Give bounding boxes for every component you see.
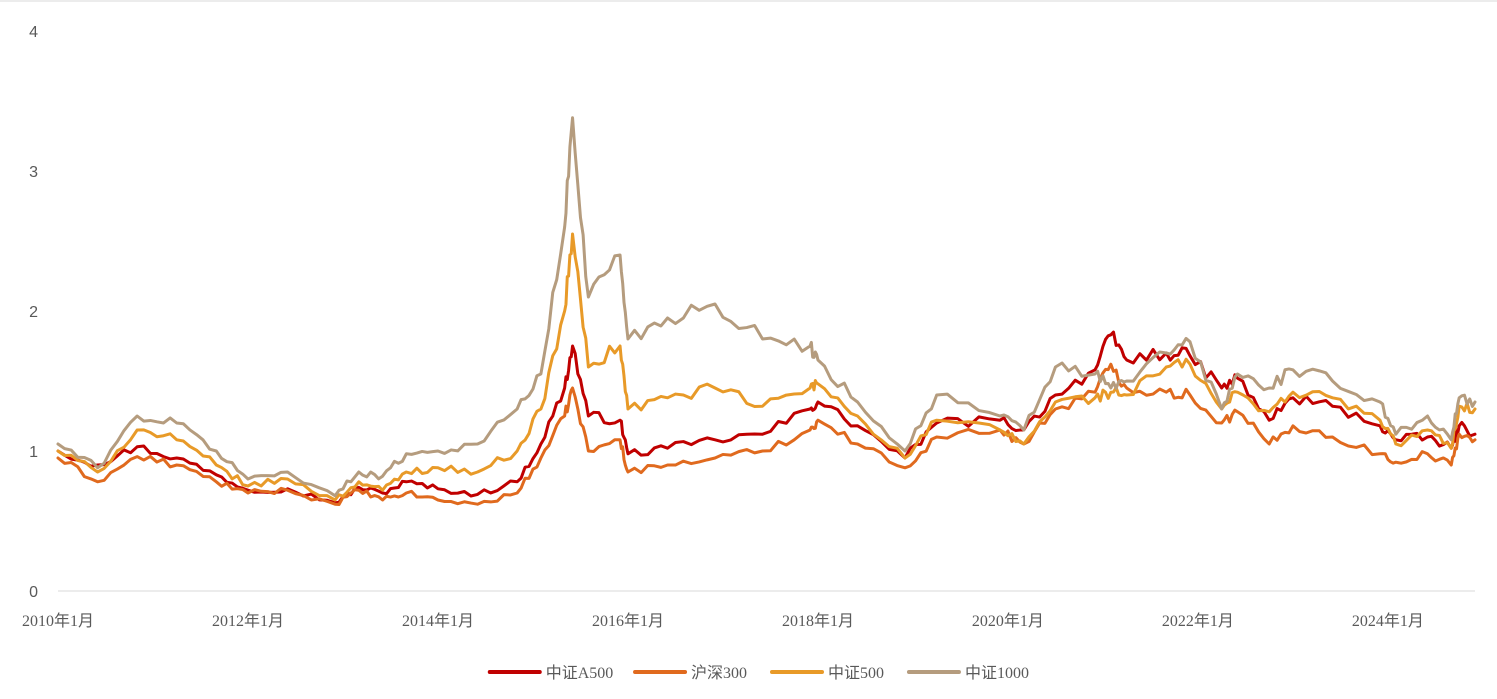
y-tick-label: 0 [29, 584, 38, 601]
y-tick-label: 2 [29, 304, 38, 321]
x-tick-label: 2020年1月 [972, 612, 1044, 630]
x-tick-label: 2022年1月 [1162, 612, 1234, 630]
x-tick-label: 2016年1月 [592, 612, 664, 630]
x-tick-label: 2024年1月 [1352, 612, 1424, 630]
y-tick-label: 3 [29, 164, 38, 181]
legend-label: 中证1000 [965, 664, 1029, 682]
x-tick-label: 2014年1月 [402, 612, 474, 630]
series-line [56, 362, 1477, 506]
x-tick-label: 2018年1月 [782, 612, 854, 630]
y-axis: 0 1 2 3 4 [29, 24, 38, 601]
x-axis: 2010年1月 2012年1月 2014年1月 2016年1月 2018年1月 2020年… [22, 590, 1475, 630]
x-tick-label: 2012年1月 [212, 612, 284, 630]
legend-label: 沪深300 [691, 664, 747, 682]
x-tick-label: 2010年1月 [22, 612, 94, 630]
series-lines [56, 116, 1477, 506]
series-line [56, 232, 1477, 502]
legend-label: 中证A500 [546, 664, 614, 682]
series-line [56, 116, 1477, 498]
legend-label: 中证500 [828, 664, 884, 682]
legend: 中证A500 沪深300 中证500 中证1000 [487, 664, 1029, 682]
y-tick-label: 4 [29, 24, 38, 41]
y-tick-label: 1 [29, 444, 38, 461]
